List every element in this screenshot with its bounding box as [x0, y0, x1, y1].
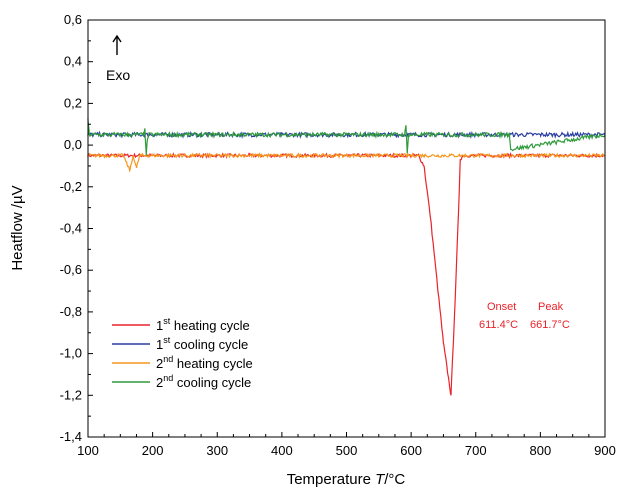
ticks-layer: 100 200 300 400 500 600 700 800 900 -1,4 -1,2 -1,0 -…	[60, 12, 616, 458]
x-axis-label-unit: /°C	[384, 471, 405, 488]
peak-annotation: Onset Peak 611.4°C 661.7°C	[479, 301, 570, 331]
series-layer	[87, 118, 606, 396]
x-axis-label-symbol: T	[375, 471, 386, 488]
x-tick-label: 800	[530, 443, 552, 458]
y-tick-label: 0,6	[64, 12, 82, 27]
legend: 1st heating cycle 1st cooling cycle 2nd he…	[112, 316, 253, 390]
y-tick-label: -0,8	[60, 304, 82, 319]
x-axis-label: Temperature T/°C	[287, 471, 406, 488]
peak-value: 661.7°C	[530, 319, 570, 331]
onset-value: 611.4°C	[479, 319, 518, 331]
series-line-4	[87, 118, 606, 156]
x-tick-label: 600	[400, 443, 422, 458]
y-tick-label: -1,0	[60, 346, 82, 361]
legend-label: 2nd heating cycle	[156, 354, 253, 371]
x-tick-label: 100	[77, 443, 99, 458]
legend-label: 1st heating cycle	[156, 316, 250, 333]
x-tick-label: 900	[594, 443, 616, 458]
y-tick-label: -1,4	[60, 429, 82, 444]
x-tick-label: 200	[142, 443, 164, 458]
y-tick-label: -0,2	[60, 179, 82, 194]
x-tick-label: 500	[336, 443, 358, 458]
y-tick-label: -0,4	[60, 221, 82, 236]
exo-label: Exo	[106, 67, 130, 83]
y-tick-label: 0,2	[64, 95, 82, 110]
y-axis-label: Heatflow /µV	[9, 185, 26, 270]
x-axis-label-prefix: Temperature	[287, 471, 375, 488]
y-tick-label: 0,0	[64, 137, 82, 152]
y-tick-label: -1,2	[60, 387, 82, 402]
series-line-3	[87, 152, 606, 173]
peak-label: Peak	[538, 301, 564, 313]
legend-label: 1st cooling cycle	[156, 335, 248, 352]
exo-arrow-icon	[112, 34, 122, 55]
x-tick-label: 300	[206, 443, 228, 458]
exo-indicator: Exo	[106, 34, 130, 83]
onset-label: Onset	[487, 301, 516, 313]
x-tick-label: 700	[465, 443, 487, 458]
legend-label: 2nd cooling cycle	[156, 373, 251, 390]
x-tick-label: 400	[271, 443, 293, 458]
y-tick-label: 0,4	[64, 54, 82, 69]
y-tick-label: -0,6	[60, 262, 82, 277]
